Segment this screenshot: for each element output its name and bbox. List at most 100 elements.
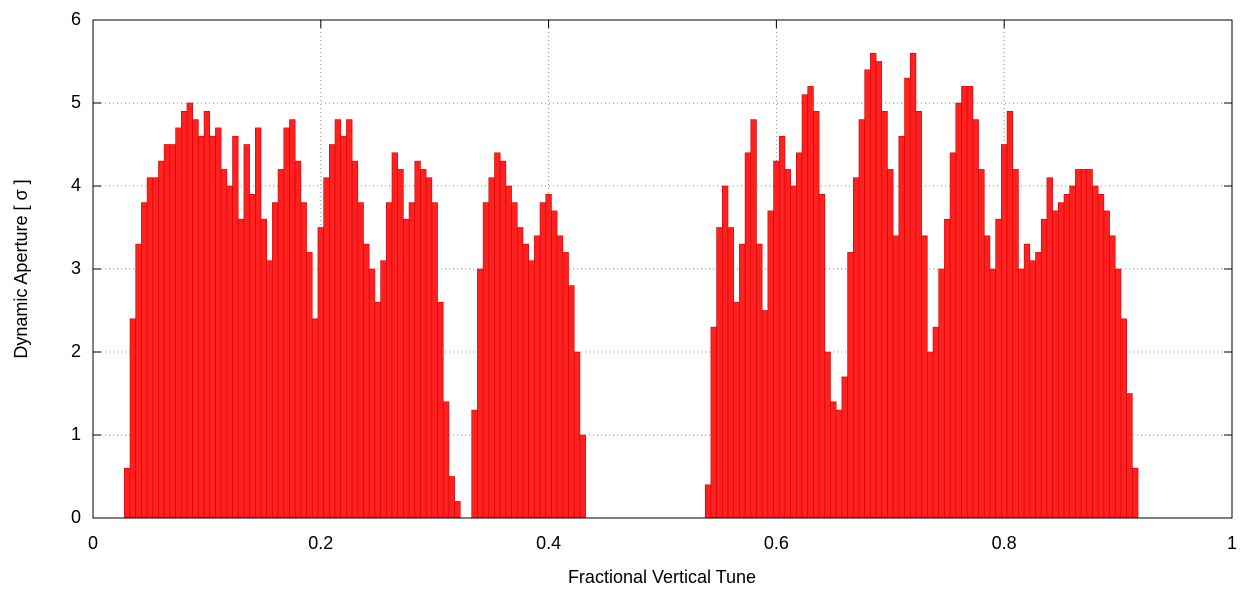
bar [516,227,524,519]
bar [539,202,547,519]
bar [710,326,717,519]
bar [921,235,928,519]
bar [1120,318,1127,519]
bar [403,218,410,519]
bar [881,111,888,519]
bar [163,144,171,519]
bar [955,102,962,519]
bar [568,285,575,519]
bar [1092,185,1099,519]
bar [938,268,945,519]
bar [909,52,917,519]
bar [796,152,803,519]
bar [1086,169,1093,519]
bar [892,235,900,519]
bar [966,86,974,519]
bar [169,144,176,519]
bar [573,351,581,519]
x-tick-label: 0 [88,533,98,553]
bar [448,476,455,519]
bar [750,119,757,519]
bar [1040,218,1048,519]
bar [1012,169,1019,519]
bar [1109,235,1116,519]
bar [949,152,957,519]
bar [733,301,740,519]
y-tick-label: 3 [71,258,81,278]
bar [875,61,883,519]
bar [220,169,228,519]
bar [226,185,233,519]
bar [1001,144,1008,519]
bar [927,351,934,519]
x-tick-label: 0.8 [992,533,1017,553]
bar [944,218,951,519]
bar [716,227,723,519]
bar [1103,210,1110,519]
plot-frame [92,19,1233,519]
bar [1080,169,1088,519]
bar [818,194,826,519]
bar [431,202,438,519]
bar [801,94,809,519]
bar [346,119,353,519]
bar [915,111,922,519]
bar [289,119,296,519]
bar [528,260,535,519]
bar [323,177,330,519]
bar [1069,185,1076,519]
bar [334,119,342,519]
bar [408,202,416,519]
bar [704,484,712,519]
bar [152,177,159,519]
bar [380,260,387,519]
y-tick-label: 6 [71,9,81,29]
y-tick-label: 1 [71,424,81,444]
bar [858,119,865,519]
bar [243,144,250,519]
bar [277,169,285,519]
bar [1029,260,1036,519]
bar [961,86,968,519]
bar [209,135,216,519]
bar [556,235,564,519]
bar [545,194,552,519]
bar [1126,393,1133,519]
bar [340,135,347,519]
bar [534,235,541,519]
bar [870,52,877,519]
bar [1075,169,1082,519]
bar [124,467,131,519]
bar [1023,243,1031,519]
bar [357,202,364,519]
x-tick-label: 1 [1227,533,1237,553]
bar [129,318,137,519]
bar [739,243,746,519]
bar [351,160,359,519]
bar [1114,268,1122,519]
x-tick-label: 0.6 [764,533,789,553]
y-tick-label: 4 [71,175,81,195]
bar [266,260,273,519]
bar [579,434,586,519]
bar [494,152,501,519]
bar [141,202,148,519]
bar [841,376,848,519]
bar [146,177,154,519]
bar [551,210,558,519]
bar [198,135,205,519]
bar [482,202,490,519]
bar [374,301,381,519]
bar [505,185,512,519]
bar [864,69,871,519]
y-tick-label: 2 [71,341,81,361]
bar [215,127,222,519]
bar [773,160,780,519]
bar [1018,268,1025,519]
bar [329,144,336,519]
bar [756,243,763,519]
bar [255,127,262,519]
bar [904,77,911,519]
bar [414,160,421,519]
